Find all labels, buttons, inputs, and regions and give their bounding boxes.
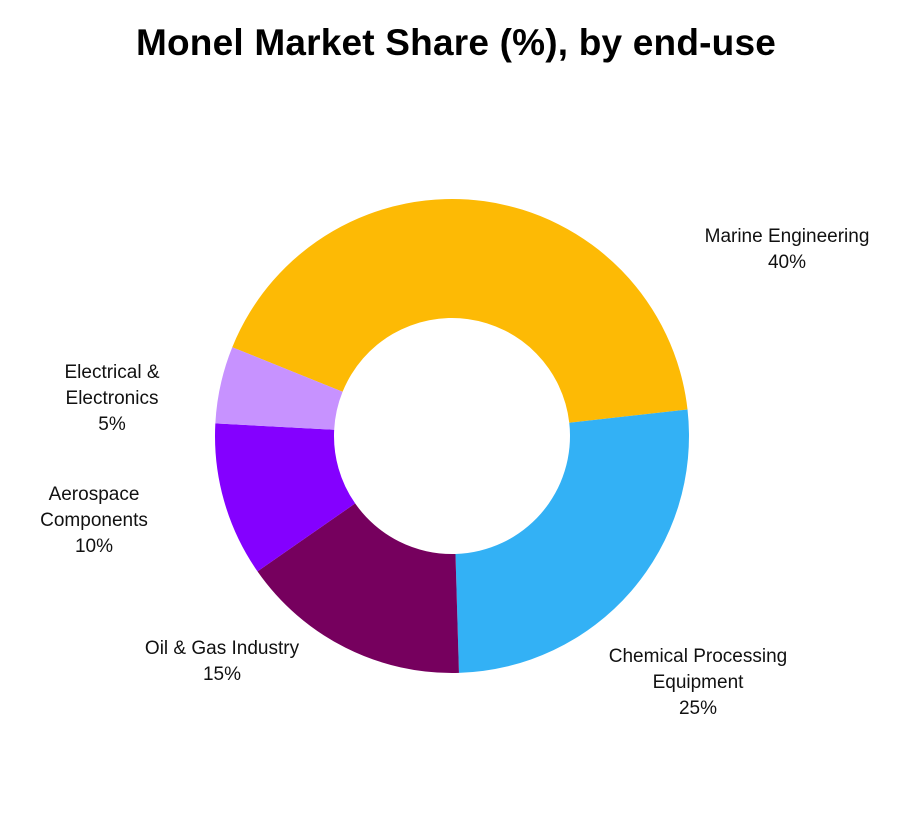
slice-value: 15% — [202, 664, 242, 685]
chart-title: Monel Market Share (%), by end-use — [135, 22, 777, 63]
slice-category: Equipment — [652, 672, 744, 693]
slice-category: Marine Engineering — [704, 226, 870, 247]
slice-category: Electronics — [65, 388, 159, 409]
slice-oil-gas-industry — [257, 503, 459, 674]
slice-marine-engineering — [232, 199, 688, 423]
slice-category: Chemical Processing — [608, 646, 788, 667]
slice-label: Marine Engineering 40% — [705, 224, 870, 276]
slice-electrical-electronics — [215, 347, 343, 430]
slice-label: Aerospace Components 10% — [40, 482, 148, 560]
slice-label: Electrical & Electronics 5% — [64, 360, 159, 438]
slice-value: 40% — [767, 252, 807, 273]
slice-category: Oil & Gas Industry — [144, 638, 300, 659]
slice-category: Electrical & — [64, 362, 160, 383]
slice-category: Aerospace — [48, 484, 140, 505]
slice-label: Chemical Processing Equipment 25% — [609, 644, 787, 722]
slice-value: 10% — [74, 536, 114, 557]
donut-slices — [215, 199, 689, 674]
slice-category: Components — [40, 510, 148, 531]
slice-value: 5% — [98, 414, 126, 435]
slice-chemical-processing-equipment — [455, 409, 689, 673]
slice-label: Oil & Gas Industry 15% — [145, 636, 299, 688]
slice-aerospace-components — [215, 423, 356, 572]
slice-value: 25% — [678, 698, 718, 719]
